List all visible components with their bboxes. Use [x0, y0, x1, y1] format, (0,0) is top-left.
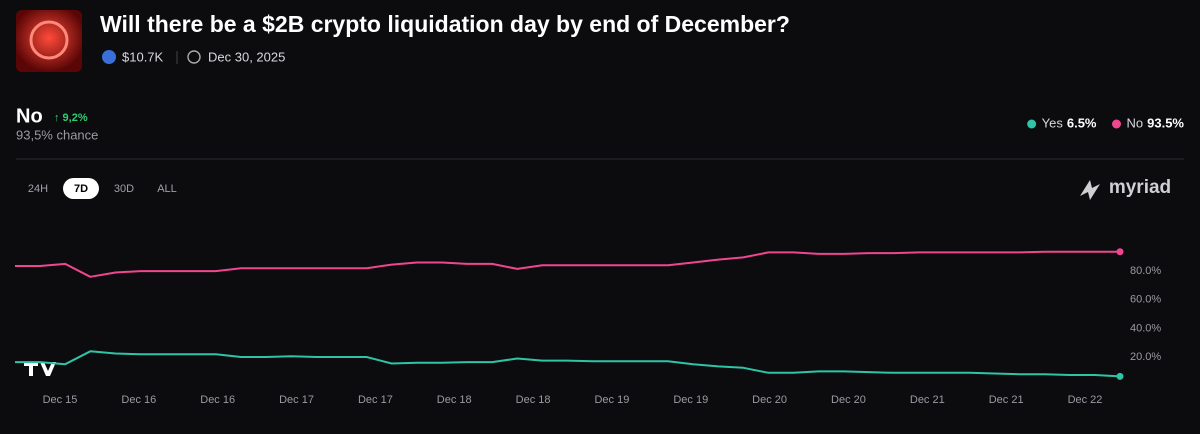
x-tick-label: Dec 15 [43, 394, 78, 406]
outcome: No [16, 105, 43, 127]
x-tick-label: Dec 19 [673, 394, 708, 406]
y-tick-label: 60.0% [1130, 294, 1161, 306]
market-icon [16, 10, 82, 72]
x-tick-label: Dec 17 [358, 394, 393, 406]
range-button[interactable]: 30D [114, 183, 134, 195]
range-button[interactable]: ALL [157, 183, 177, 195]
x-tick-label: Dec 16 [121, 394, 156, 406]
chance: 93,5% chance [16, 127, 98, 142]
brand-logo [1080, 180, 1100, 200]
x-tick-label: Dec 18 [516, 394, 551, 406]
x-tick-label: Dec 22 [1068, 394, 1103, 406]
coin-icon [29, 20, 69, 60]
legend-dot [1112, 119, 1121, 129]
series-line [15, 250, 1120, 278]
volume: $10.7K [122, 49, 164, 64]
x-tick-label: Dec 17 [279, 394, 314, 406]
y-tick-label: 80.0% [1130, 265, 1161, 277]
x-tick-label: Dec 20 [752, 394, 787, 406]
change: ↑ 9,2% [54, 112, 88, 124]
legend-value: 93.5% [1147, 115, 1184, 130]
title: Will there be a $2B crypto liquidation d… [100, 11, 790, 37]
legend-name: No [1127, 115, 1144, 130]
series-line [15, 350, 1121, 378]
y-tick-label: 20.0% [1130, 351, 1161, 363]
volume-icon [102, 50, 116, 64]
range-button[interactable]: 7D [74, 183, 88, 195]
x-tick-label: Dec 21 [910, 394, 945, 406]
clock-icon [187, 50, 201, 64]
brand: myriad [1109, 177, 1171, 198]
range-button[interactable]: 24H [28, 183, 48, 195]
y-tick-label: 40.0% [1130, 322, 1161, 334]
legend-dot [1027, 119, 1037, 129]
end-point [1116, 372, 1124, 380]
range-button-active[interactable] [63, 178, 99, 199]
legend-name: Yes [1042, 115, 1064, 130]
x-tick-label: Dec 19 [594, 394, 629, 406]
x-tick-label: Dec 21 [989, 394, 1024, 406]
end-date: Dec 30, 2025 [208, 49, 285, 64]
x-tick-label: Dec 16 [200, 394, 235, 406]
legend-value: 6.5% [1067, 115, 1097, 130]
x-tick-label: Dec 18 [437, 394, 472, 406]
tv-logo [24, 362, 56, 376]
x-tick-label: Dec 20 [831, 394, 866, 406]
end-point [1116, 248, 1124, 256]
